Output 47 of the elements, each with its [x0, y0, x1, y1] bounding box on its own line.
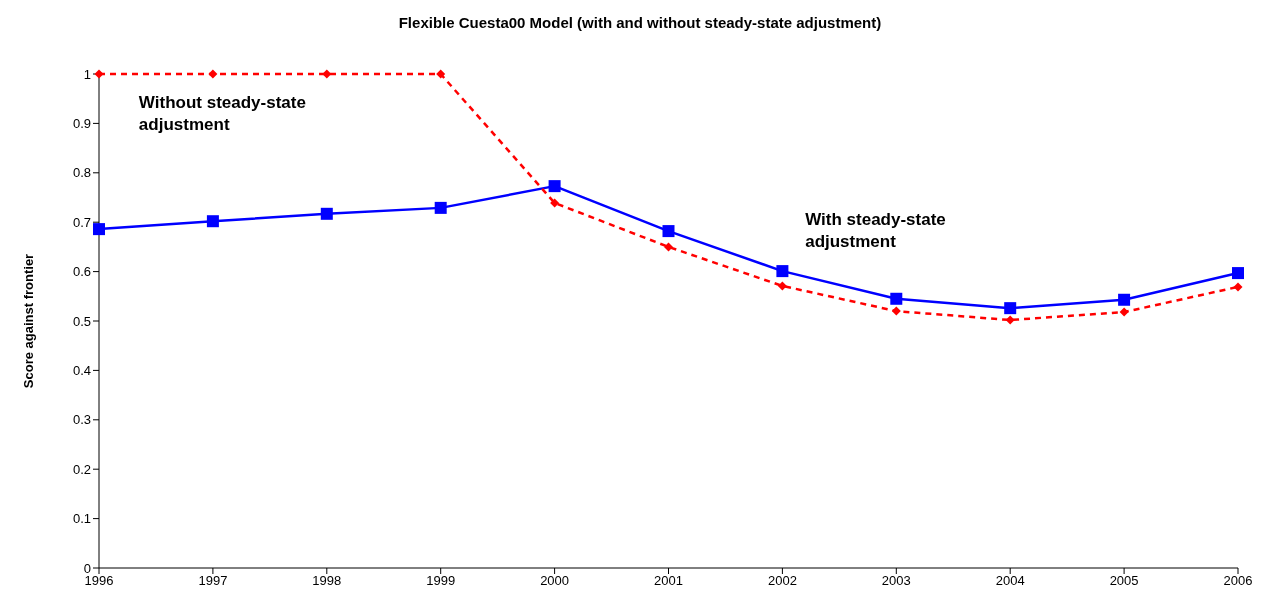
x-tick-label: 2003	[881, 573, 911, 589]
x-tick-label: 1996	[84, 573, 114, 589]
point	[890, 292, 903, 305]
y-tick-label: 0.7	[72, 214, 91, 230]
point	[891, 306, 901, 316]
x-tick-label: 1998	[312, 573, 342, 589]
x-tick-label: 1999	[426, 573, 456, 589]
point	[434, 201, 447, 214]
y-tick-label: 0.6	[72, 264, 91, 280]
point	[550, 198, 560, 208]
y-tick-label: 0.3	[72, 412, 91, 428]
series-label: With steady-state adjustment	[805, 209, 947, 254]
point	[208, 69, 218, 79]
point	[320, 207, 333, 220]
point	[664, 242, 673, 252]
series-label: Without steady-state adjustment	[138, 92, 307, 136]
chart-title: Flexible Cuesta00 Model (with and without steady-state adjustment)	[397, 14, 883, 31]
x-tick-label: 2001	[654, 573, 683, 589]
y-tick-label: 0.1	[72, 511, 91, 527]
point	[1004, 302, 1017, 315]
y-axis-title: Score against frontier	[20, 253, 36, 389]
point	[93, 223, 105, 236]
point	[1005, 315, 1015, 325]
y-tick-label: 0	[83, 560, 91, 576]
y-tick-label: 1	[83, 66, 91, 82]
y-tick-label: 0.2	[72, 461, 91, 477]
point	[777, 281, 787, 291]
x-tick-label: 2006	[1223, 573, 1253, 589]
x-tick-label: 2002	[767, 573, 797, 589]
point	[662, 225, 675, 238]
y-tick-label: 0.8	[72, 165, 91, 181]
x-tick-label: 1997	[198, 573, 228, 589]
y-tick-label: 0.9	[72, 116, 91, 132]
point	[1119, 307, 1129, 317]
y-tick-label: 0.4	[72, 363, 91, 379]
x-tick-label: 2000	[540, 573, 570, 589]
point	[206, 215, 219, 228]
point	[1118, 293, 1131, 306]
point	[436, 69, 446, 79]
point	[548, 180, 561, 193]
point	[776, 265, 789, 278]
point	[1233, 282, 1243, 292]
point	[1232, 267, 1244, 280]
point	[322, 69, 332, 79]
x-tick-label: 2005	[1109, 573, 1139, 589]
y-tick-label: 0.5	[72, 313, 91, 329]
x-tick-label: 2004	[995, 573, 1025, 589]
